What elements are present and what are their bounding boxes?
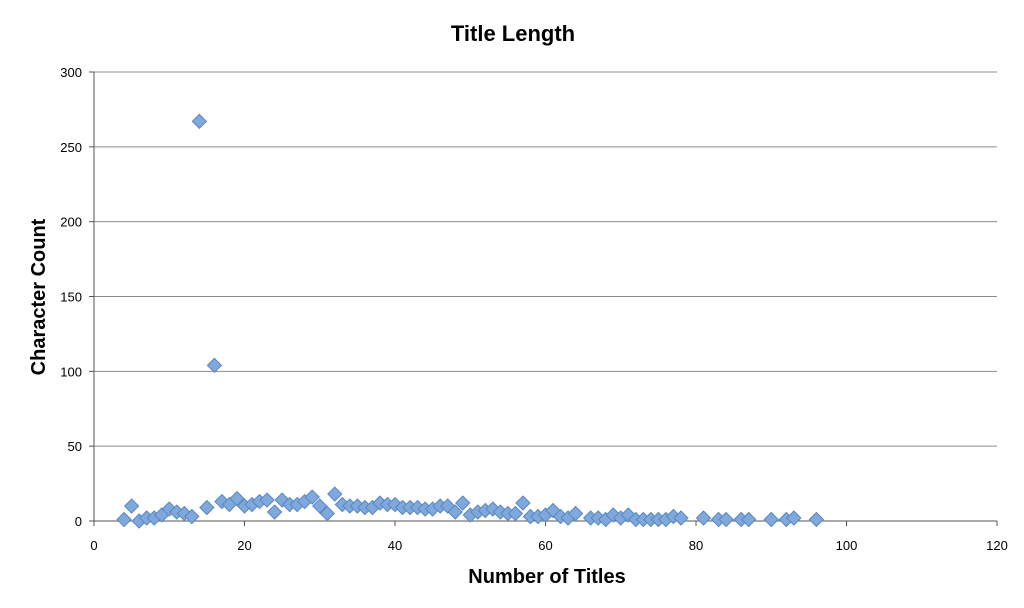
x-axis-title: Number of Titles <box>468 566 625 588</box>
data-point <box>259 492 275 508</box>
y-tick-label: 150 <box>60 290 82 305</box>
y-tick-label: 0 <box>75 514 82 529</box>
x-tick-label: 120 <box>986 538 1008 553</box>
chart-title: Title Length <box>451 21 575 46</box>
axes <box>89 71 998 526</box>
x-tick-label: 80 <box>689 538 703 553</box>
data-point <box>718 511 734 528</box>
data-point <box>266 504 283 520</box>
grid-lines <box>94 71 997 447</box>
y-tick-label: 250 <box>60 140 82 155</box>
data-point <box>455 495 471 511</box>
data-point <box>319 505 335 522</box>
y-axis-title: Character Count <box>28 218 50 375</box>
data-point <box>327 486 343 502</box>
data-point <box>740 511 757 528</box>
x-tick-label: 60 <box>538 538 552 553</box>
data-point <box>695 510 712 526</box>
data-point <box>786 510 802 526</box>
data-point <box>199 499 215 516</box>
y-tick-label: 100 <box>60 364 82 379</box>
x-tick-label: 40 <box>388 538 402 553</box>
data-point <box>763 511 779 528</box>
data-point <box>312 498 328 514</box>
data-point <box>447 504 463 520</box>
data-point <box>206 357 223 374</box>
data-point <box>123 498 140 514</box>
data-point <box>184 508 200 525</box>
data-point <box>515 495 531 511</box>
y-tick-label: 200 <box>60 215 82 230</box>
data-point <box>567 505 584 522</box>
tick-labels: 0 50 100 150 200 250 300 0 20 40 60 80 100 120 <box>60 65 1008 553</box>
x-tick-label: 0 <box>90 538 97 553</box>
data-point <box>808 511 825 528</box>
data-point <box>507 505 524 522</box>
data-point <box>191 113 208 130</box>
y-tick-label: 50 <box>68 439 82 454</box>
data-point <box>304 489 320 505</box>
data-point <box>116 511 132 528</box>
data-points <box>116 113 825 529</box>
x-tick-label: 100 <box>836 538 858 553</box>
data-point <box>229 490 245 507</box>
x-tick-label: 20 <box>237 538 251 553</box>
data-point <box>673 510 689 526</box>
y-tick-label: 300 <box>60 65 82 80</box>
